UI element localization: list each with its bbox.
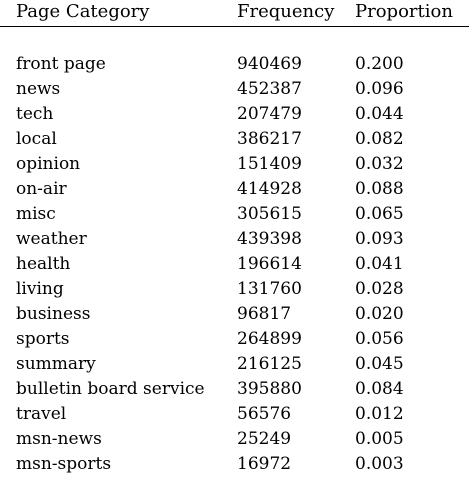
category-cell: news (16, 79, 61, 99)
table-body: front page 940469 0.200 news 452387 0.09… (0, 54, 469, 474)
table-row: travel 56576 0.012 (0, 404, 469, 428)
frequency-cell: 452387 (237, 79, 302, 99)
header-page-category: Page Category (16, 1, 150, 22)
frequency-cell: 96817 (237, 304, 292, 324)
frequency-cell: 131760 (237, 279, 302, 299)
frequency-cell: 395880 (237, 379, 302, 399)
table-row: health 196614 0.041 (0, 254, 469, 278)
header-rule (0, 26, 469, 27)
frequency-cell: 56576 (237, 404, 292, 424)
proportion-cell: 0.044 (355, 104, 404, 124)
table-row: on-air 414928 0.088 (0, 179, 469, 203)
frequency-cell: 305615 (237, 204, 302, 224)
category-cell: bulletin board service (16, 379, 205, 399)
category-cell: msn-sports (16, 454, 112, 474)
table-row: sports 264899 0.056 (0, 329, 469, 353)
category-cell: travel (16, 404, 67, 424)
proportion-cell: 0.200 (355, 54, 404, 74)
category-cell: tech (16, 104, 54, 124)
proportion-cell: 0.088 (355, 179, 404, 199)
frequency-cell: 940469 (237, 54, 302, 74)
proportion-cell: 0.093 (355, 229, 404, 249)
table-row: misc 305615 0.065 (0, 204, 469, 228)
category-cell: living (16, 279, 64, 299)
frequency-cell: 196614 (237, 254, 302, 274)
category-cell: summary (16, 354, 96, 374)
frequency-cell: 151409 (237, 154, 302, 174)
table-row: msn-news 25249 0.005 (0, 429, 469, 453)
proportion-cell: 0.056 (355, 329, 404, 349)
table-row: living 131760 0.028 (0, 279, 469, 303)
proportion-cell: 0.005 (355, 429, 404, 449)
category-cell: misc (16, 204, 56, 224)
category-cell: weather (16, 229, 87, 249)
table-row: local 386217 0.082 (0, 129, 469, 153)
proportion-cell: 0.028 (355, 279, 404, 299)
category-cell: sports (16, 329, 70, 349)
frequency-cell: 216125 (237, 354, 302, 374)
table-row: tech 207479 0.044 (0, 104, 469, 128)
table-header: Page Category Frequency Proportion (0, 0, 469, 28)
proportion-cell: 0.012 (355, 404, 404, 424)
category-cell: front page (16, 54, 106, 74)
table-row: msn-sports 16972 0.003 (0, 454, 469, 478)
proportion-cell: 0.032 (355, 154, 404, 174)
category-cell: on-air (16, 179, 67, 199)
table-row: weather 439398 0.093 (0, 229, 469, 253)
header-frequency: Frequency (237, 1, 335, 22)
proportion-cell: 0.084 (355, 379, 404, 399)
frequency-cell: 386217 (237, 129, 302, 149)
proportion-cell: 0.065 (355, 204, 404, 224)
table-row: bulletin board service 395880 0.084 (0, 379, 469, 403)
table-row: front page 940469 0.200 (0, 54, 469, 78)
proportion-cell: 0.082 (355, 129, 404, 149)
frequency-cell: 414928 (237, 179, 302, 199)
frequency-cell: 25249 (237, 429, 292, 449)
category-cell: business (16, 304, 91, 324)
proportion-cell: 0.020 (355, 304, 404, 324)
proportion-cell: 0.096 (355, 79, 404, 99)
frequency-cell: 207479 (237, 104, 302, 124)
frequency-cell: 439398 (237, 229, 302, 249)
header-proportion: Proportion (355, 1, 453, 22)
category-cell: health (16, 254, 71, 274)
category-cell: msn-news (16, 429, 102, 449)
proportion-cell: 0.003 (355, 454, 404, 474)
proportion-cell: 0.045 (355, 354, 404, 374)
frequency-cell: 264899 (237, 329, 302, 349)
category-cell: opinion (16, 154, 81, 174)
proportion-cell: 0.041 (355, 254, 404, 274)
category-cell: local (16, 129, 57, 149)
frequency-cell: 16972 (237, 454, 292, 474)
table-row: summary 216125 0.045 (0, 354, 469, 378)
table-row: business 96817 0.020 (0, 304, 469, 328)
table-row: opinion 151409 0.032 (0, 154, 469, 178)
table-row: news 452387 0.096 (0, 79, 469, 103)
